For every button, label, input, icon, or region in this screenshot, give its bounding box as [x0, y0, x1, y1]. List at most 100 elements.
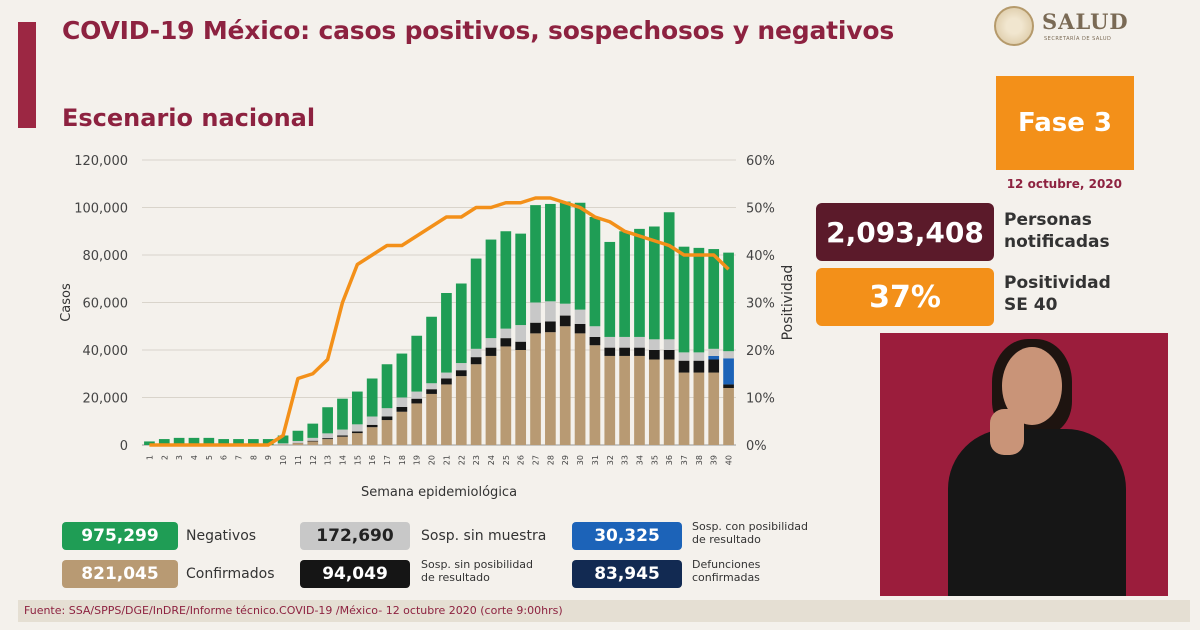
bar-confirmados: [366, 427, 378, 445]
bar-negativos: [515, 233, 527, 326]
bar-confirmados: [604, 355, 616, 445]
bar-confirmados: [351, 433, 363, 445]
bar-negativos: [292, 430, 304, 441]
bar-sosp_sin_posibilidad: [708, 359, 720, 373]
bar-sosp_sin_posibilidad: [604, 347, 616, 356]
bar-sosp_sin_muestra: [574, 309, 586, 324]
legend-sosp-sin-posibilidad-line1: Sosp. sin posibilidad: [421, 558, 534, 571]
x-tick-label: 22: [457, 455, 466, 465]
bar-confirmados: [574, 333, 586, 445]
y2-tick-label: 20%: [746, 344, 775, 359]
y-tick-label: 20,000: [83, 392, 129, 407]
x-tick-label: 38: [695, 455, 704, 465]
interpreter-body: [948, 429, 1126, 596]
bar-confirmados: [663, 359, 675, 445]
x-tick-label: 37: [680, 455, 689, 465]
bar-negativos: [723, 252, 734, 352]
bar-confirmados: [411, 403, 423, 445]
x-tick-label: 16: [368, 455, 377, 465]
x-tick-label: 11: [294, 455, 303, 465]
positivity-line: [149, 196, 730, 447]
bar-negativos: [663, 212, 675, 340]
bar-confirmados: [337, 436, 348, 445]
bar-negativos: [426, 316, 437, 384]
y-tick-label: 80,000: [83, 249, 129, 264]
bar-sosp_sin_muestra: [337, 429, 348, 436]
bar-negativos: [634, 228, 645, 337]
cases-chart: 0 20,000 40,000 60,000 80,000 100,000 120,000 0…: [59, 154, 796, 500]
y-tick-label: 120,000: [74, 154, 128, 169]
y2-tick-label: 0%: [746, 439, 767, 454]
bar-sosp_sin_muestra: [723, 351, 734, 359]
bar-sosp_sin_posibilidad: [322, 438, 333, 440]
bar-sosp_sin_posibilidad: [574, 323, 586, 334]
x-tick-label: 28: [546, 455, 555, 465]
bar-confirmados: [396, 411, 408, 445]
bar-sosp_sin_posibilidad: [678, 360, 690, 373]
bar-negativos: [248, 439, 259, 445]
bar-confirmados: [559, 326, 571, 445]
legend-sosp-sin-posibilidad-line2: de resultado: [421, 571, 490, 584]
bar-sosp_con_posibilidad: [723, 358, 734, 385]
y-tick-label: 60,000: [83, 297, 129, 312]
bar-sosp_sin_muestra: [708, 348, 720, 356]
bar-sosp_sin_posibilidad: [589, 336, 601, 346]
bar-sosp_sin_posibilidad: [634, 347, 645, 356]
legend-sosp-sin-muestra-label: Sosp. sin muestra: [421, 528, 547, 544]
x-tick-label: 27: [532, 455, 541, 465]
bar-sosp_sin_posibilidad: [351, 431, 363, 434]
bar-negativos: [277, 435, 289, 444]
bar-sosp_sin_posibilidad: [663, 350, 675, 360]
legend-sosp-sin-muestra-value: 172,690: [300, 522, 410, 550]
y2-tick-label: 30%: [746, 297, 775, 312]
bar-sosp_sin_muestra: [619, 336, 630, 348]
x-tick-label: 21: [442, 455, 451, 465]
legend-sosp-sin-posibilidad-value: 94,049: [300, 560, 410, 588]
bar-sosp_sin_muestra: [648, 339, 660, 350]
bar-sosp_sin_muestra: [589, 326, 601, 337]
notified-label-line1: Personas: [1004, 210, 1092, 230]
x-tick-label: 40: [725, 455, 734, 465]
accent-bar: [18, 22, 36, 128]
legend-sosp-con-posibilidad-label: Sosp. con posibilidad de resultado: [692, 520, 808, 546]
bar-sosp_sin_posibilidad: [381, 416, 393, 421]
bar-negativos: [441, 293, 452, 373]
bar-negativos: [470, 258, 482, 349]
bar-sosp_sin_muestra: [381, 408, 393, 417]
bar-negativos: [693, 247, 705, 353]
bar-sosp_sin_posibilidad: [337, 435, 348, 437]
bar-sosp_sin_muestra: [322, 433, 333, 439]
bar-negativos: [619, 231, 630, 337]
x-tick-label: 5: [205, 455, 214, 460]
x-tick-label: 17: [383, 455, 392, 465]
y-tick-label: 40,000: [83, 344, 129, 359]
bar-negativos: [678, 246, 690, 353]
bar-sosp_sin_muestra: [351, 424, 363, 432]
x-tick-label: 39: [710, 455, 719, 465]
y2-tick-label: 10%: [746, 392, 775, 407]
national-seal-icon: [994, 6, 1034, 46]
x-tick-label: 25: [502, 455, 511, 465]
x-tick-label: 29: [561, 455, 570, 465]
bar-confirmados: [500, 346, 512, 445]
bar-negativos: [366, 378, 378, 417]
bar-negativos: [218, 439, 230, 445]
bar-sosp_sin_muestra: [634, 336, 645, 348]
bar-negativos: [455, 283, 467, 364]
bar-confirmados: [678, 372, 690, 445]
legend-defunciones-value: 83,945: [572, 560, 682, 588]
legend-negativos-value: 975,299: [62, 522, 178, 550]
bar-sosp_sin_posibilidad: [396, 407, 408, 412]
bar-sosp_sin_posibilidad: [619, 347, 630, 356]
bar-negativos: [351, 391, 363, 425]
bar-confirmados: [723, 388, 734, 445]
logo-text: SALUD: [1042, 9, 1129, 34]
positivity-label: Positividad SE 40: [1004, 272, 1111, 316]
bar-sosp_sin_muestra: [678, 352, 690, 361]
legend-defunciones-line1: Defunciones: [692, 558, 761, 571]
bar-sosp_sin_muestra: [663, 339, 675, 350]
x-tick-label: 19: [413, 455, 422, 465]
bar-confirmados: [530, 333, 541, 445]
positivity-label-line2: SE 40: [1004, 295, 1058, 315]
bar-confirmados: [485, 355, 497, 445]
